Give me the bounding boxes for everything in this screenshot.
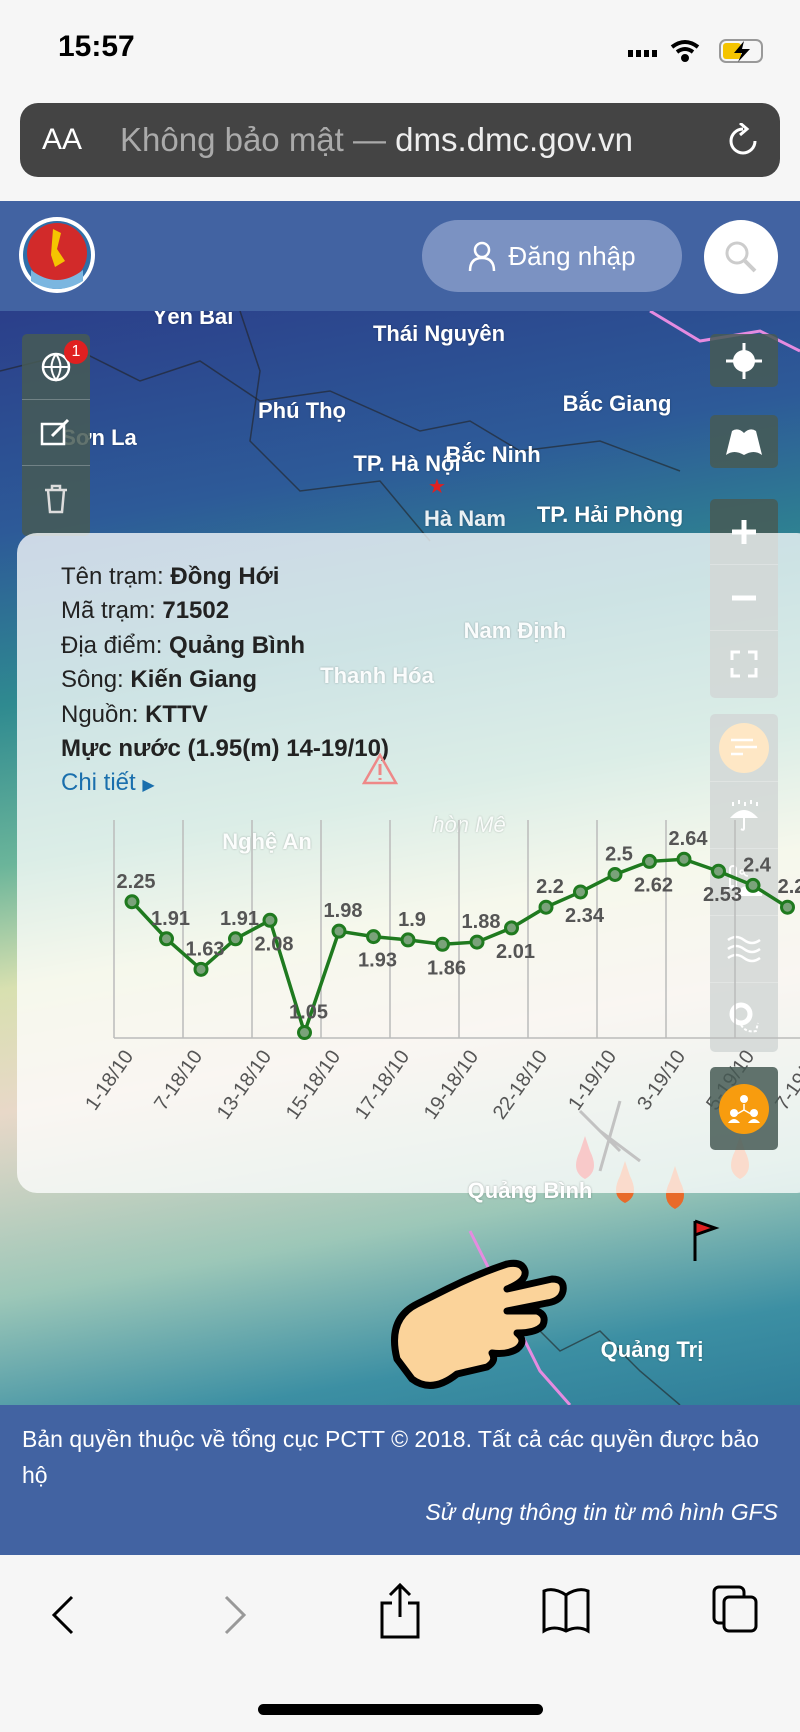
station-code-label: Mã trạm:: [61, 597, 163, 624]
map-label: Phú Thọ: [258, 398, 346, 423]
map-label: Bắc Giang: [562, 391, 672, 416]
login-button[interactable]: Đăng nhập: [422, 220, 682, 292]
battery-icon: [719, 39, 763, 63]
back-icon[interactable]: [48, 1593, 78, 1637]
clock: 15:57: [58, 30, 135, 63]
location-label: Địa điểm:: [61, 632, 170, 659]
home-indicator: [258, 1704, 543, 1715]
logo[interactable]: [17, 215, 97, 295]
locate-button[interactable]: [710, 334, 778, 387]
security-note: Không bảo mật —: [120, 121, 396, 158]
search-icon: [725, 241, 757, 273]
edit-icon: [40, 418, 70, 445]
basemap-button[interactable]: [710, 415, 778, 468]
people-network-icon: [719, 1083, 769, 1134]
community-button[interactable]: [710, 1067, 778, 1150]
station-code: 71502: [162, 597, 230, 624]
signal-icon: [628, 50, 657, 57]
warning-icon: [362, 753, 398, 785]
model-note: Sử dụng thông tin từ mô hình GFS: [425, 1499, 778, 1525]
wifi-icon: [670, 40, 700, 62]
user-icon: [469, 241, 496, 271]
source-label: Nguồn:: [61, 701, 146, 728]
location-row: Địa điểm: Quảng Bình: [61, 632, 305, 660]
detail-link[interactable]: Chi tiết ▶: [61, 769, 155, 797]
trash-icon: [45, 484, 67, 514]
login-label: Đăng nhập: [508, 240, 636, 271]
map-label: TP. Hà Nội: [353, 451, 461, 476]
station-code-row: Mã trạm: 71502: [61, 597, 229, 625]
map-label: Thái Nguyên: [372, 321, 506, 346]
text-size-button[interactable]: AA: [42, 123, 83, 156]
bookmarks-icon[interactable]: [540, 1585, 592, 1635]
browser-toolbar: [0, 1555, 800, 1732]
map-label: hòn Mê: [432, 812, 506, 837]
draw-toolbar: 1: [22, 334, 90, 536]
river: Kiến Giang: [130, 666, 258, 693]
url-text[interactable]: Không bảo mật — dms.dmc.gov.vn: [120, 121, 633, 159]
footer: Bản quyền thuộc về tổng cục PCTT © 2018.…: [0, 1405, 800, 1555]
basemap-control: [710, 415, 778, 468]
layers-button[interactable]: 1: [22, 334, 90, 400]
site-header: Đăng nhập: [0, 201, 800, 311]
crosshair-icon: [726, 342, 762, 379]
copyright-text: Bản quyền thuộc về tổng cục PCTT © 2018.…: [22, 1426, 760, 1488]
station-name-row: Tên trạm: Đồng Hới: [61, 563, 279, 591]
locate-control: [710, 334, 778, 387]
station-name-label: Tên trạm:: [61, 563, 171, 590]
caret-right-icon: ▶: [142, 777, 155, 794]
map-label: Quảng Bình: [467, 1178, 593, 1203]
map-label: Hà Nam: [424, 506, 506, 531]
notification-badge: 1: [64, 340, 88, 364]
water-level-title: Mực nước (1.95(m) 14-19/10): [61, 735, 389, 762]
status-icons: [628, 39, 763, 63]
source: KTTV: [145, 701, 208, 728]
status-bar: 15:57: [0, 0, 800, 100]
river-label: Sông:: [61, 666, 131, 693]
globe-icon: [41, 352, 71, 382]
forward-icon[interactable]: [220, 1593, 250, 1637]
source-row: Nguồn: KTTV: [61, 701, 208, 729]
community-control: [710, 1067, 778, 1150]
map-label: TP. Hải Phòng: [536, 502, 684, 527]
station-popup: Tên trạm: Đồng Hới Mã trạm: 71502 Địa đi…: [17, 506, 800, 1193]
tabs-icon[interactable]: [710, 1583, 762, 1635]
map-label: Nghệ An: [222, 829, 312, 854]
map-label: Quảng Trị: [600, 1337, 704, 1362]
address-bar[interactable]: AA Không bảo mật — dms.dmc.gov.vn: [20, 103, 780, 177]
map-label: Yên Bái: [152, 311, 234, 329]
location: Quảng Bình: [169, 632, 306, 659]
reload-icon[interactable]: [726, 123, 760, 159]
url-domain: dms.dmc.gov.vn: [395, 121, 633, 158]
map-label: Bắc Ninh: [445, 442, 541, 467]
capital-star-icon: ★: [428, 476, 446, 498]
hand-pointer-icon: [391, 1259, 567, 1389]
edit-button[interactable]: [22, 400, 90, 466]
river-row: Sông: Kiến Giang: [61, 666, 257, 694]
map-label: Nam Định: [463, 618, 567, 643]
detail-link-label: Chi tiết: [61, 769, 136, 796]
map-label: Thanh Hóa: [320, 663, 434, 688]
delete-button[interactable]: [22, 466, 90, 532]
station-name: Đồng Hới: [170, 563, 280, 590]
map-book-icon: [726, 428, 762, 455]
search-button[interactable]: [704, 220, 778, 294]
share-icon[interactable]: [378, 1583, 422, 1639]
